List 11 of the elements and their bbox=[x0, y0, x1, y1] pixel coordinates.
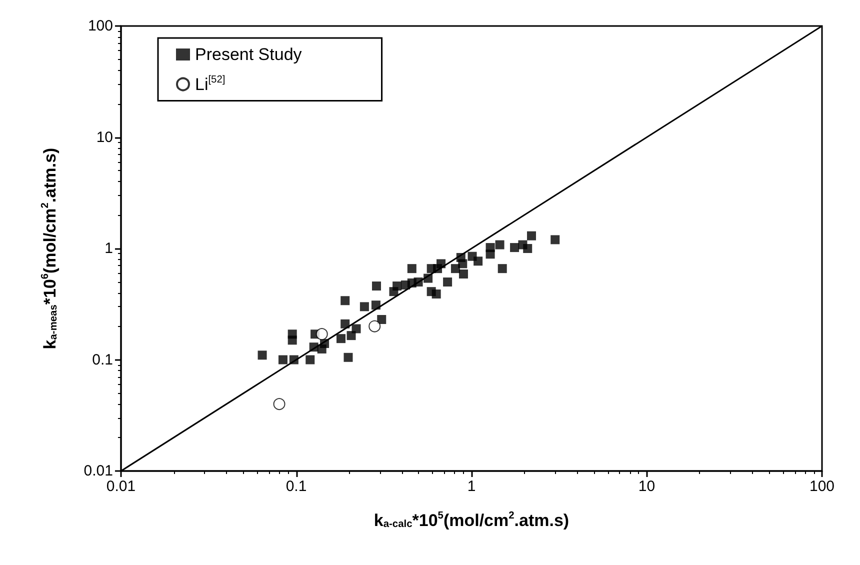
y-tick-label: 10 bbox=[96, 128, 113, 146]
legend-label: Present Study bbox=[195, 45, 302, 64]
y-axis-title: ka-meas*106(mol/cm2.atm.s) bbox=[40, 148, 60, 350]
x-tick-label: 100 bbox=[809, 478, 835, 495]
y-tick-label: 1 bbox=[104, 240, 113, 257]
x-tick-label: 10 bbox=[638, 478, 656, 495]
y-tick-label: 100 bbox=[88, 18, 113, 34]
x-tick-label: 1 bbox=[467, 478, 476, 495]
y-tick-label: 0.01 bbox=[84, 462, 113, 480]
x-tick-label: 0.1 bbox=[286, 478, 307, 495]
y-tick-label: 0.1 bbox=[92, 351, 113, 368]
